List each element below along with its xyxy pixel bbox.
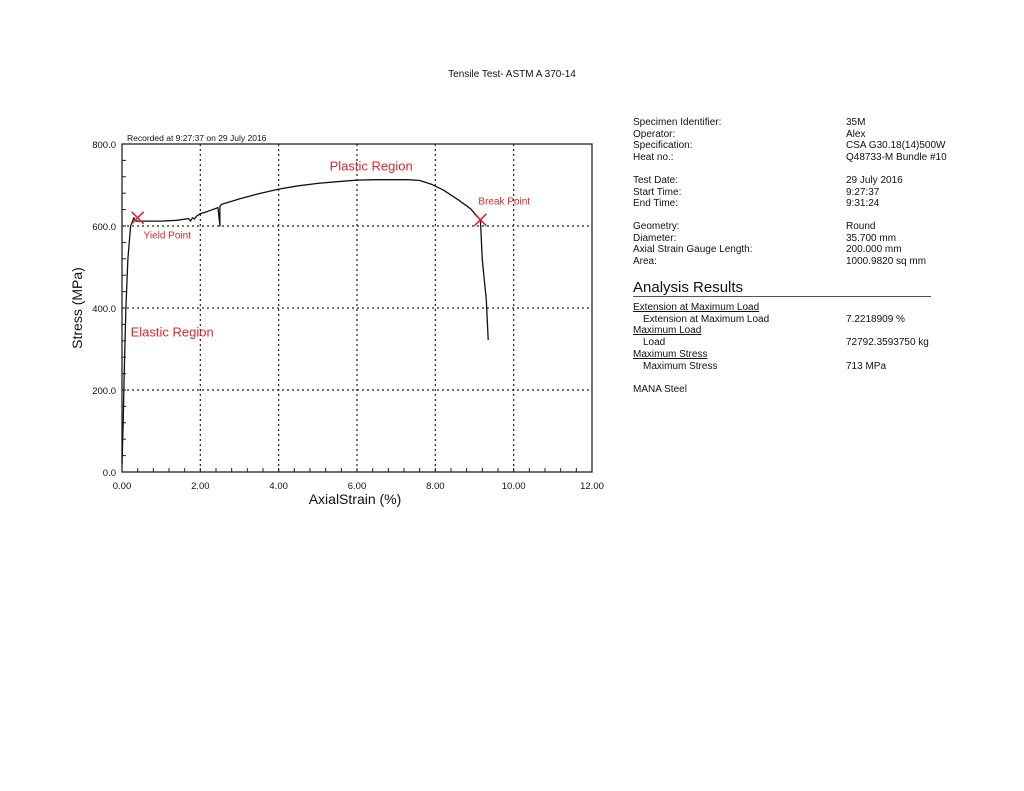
x-mark-stroke xyxy=(131,211,145,225)
specimen-info-row: Diameter: 35.700 mm xyxy=(633,233,973,245)
y-tick-label: 400.0 xyxy=(92,304,116,315)
specimen-info-row: Start Time: 9:27:37 xyxy=(633,187,973,199)
specimen-info-row: Heat no.: Q48733-M Bundle #10 xyxy=(633,152,973,164)
info-label: End Time: xyxy=(633,198,679,210)
info-label: Operator: xyxy=(633,128,676,140)
specimen-info-row: Specification: CSA G30.18(14)500W xyxy=(633,140,973,152)
info-label: Geometry: xyxy=(633,220,680,232)
annotation-elastic-region: Elastic Region xyxy=(131,325,214,340)
annotation-break-point: Break Point xyxy=(478,197,530,208)
analysis-label: Load xyxy=(643,337,666,349)
info-label: Area: xyxy=(633,256,657,268)
y-tick-label: 200.0 xyxy=(92,386,116,397)
info-value: Round xyxy=(846,220,876,232)
chart-gridlines xyxy=(122,144,592,472)
x-axis-tick-labels: 0.00 2.00 4.00 6.00 8.00 10.00 12.00 xyxy=(113,481,604,492)
specimen-info-panel: Specimen Identifier: 35M Operator: Alex Spec… xyxy=(633,117,973,279)
analysis-section-heading: Extension at Maximum Load xyxy=(633,302,760,313)
plot-frame xyxy=(121,143,593,473)
analysis-value: 713 MPa xyxy=(846,360,887,372)
info-value: 9:31:24 xyxy=(846,198,880,210)
info-label: Heat no.: xyxy=(633,152,674,164)
analysis-result-row: Maximum Stress 713 MPa xyxy=(633,361,973,373)
analysis-section-heading: Maximum Stress xyxy=(633,348,708,360)
break-point-marker-icon xyxy=(473,213,487,227)
specimen-info-row: Operator: Alex xyxy=(633,129,973,141)
x-tick-label: 12.00 xyxy=(580,481,604,492)
info-label: Specification: xyxy=(633,140,693,152)
x-tick-label: 0.00 xyxy=(113,481,132,492)
analysis-value: 72792.3593750 kg xyxy=(846,337,929,349)
info-value: 9:27:37 xyxy=(846,186,880,198)
specimen-info-group: Test Date: 29 July 2016 Start Time: 9:27:37… xyxy=(633,175,973,210)
analysis-result-row: Load 72792.3593750 kg xyxy=(633,337,973,349)
x-tick-label: 10.00 xyxy=(502,481,526,492)
annotation-plastic-region: Plastic Region xyxy=(330,159,413,174)
specimen-info-row: Area: 1000.9820 sq mm xyxy=(633,256,973,268)
analysis-results-heading: Analysis Results xyxy=(633,279,744,296)
x-mark-stroke xyxy=(473,213,487,227)
analysis-label: Maximum Stress xyxy=(643,360,718,372)
info-value: Alex xyxy=(846,128,866,140)
analysis-divider xyxy=(633,296,931,297)
y-tick-label: 0.0 xyxy=(103,468,116,479)
info-value: 1000.9820 sq mm xyxy=(846,256,927,268)
info-label: Test Date: xyxy=(633,174,679,186)
recorded-subtitle: Recorded at 9:27:37 on 29 July 2016 xyxy=(127,133,267,143)
chart-annotations: Plastic Region Yield Point Break Point Elas… xyxy=(131,159,531,340)
analysis-results-panel: Extension at Maximum Load Extension at Ma… xyxy=(633,302,973,372)
specimen-info-row: End Time: 9:31:24 xyxy=(633,198,973,210)
info-value: 35M xyxy=(846,117,866,128)
x-axis-label: AxialStrain (%) xyxy=(309,491,402,507)
analysis-value: 7.2218909 % xyxy=(846,313,905,325)
specimen-info-row: Axial Strain Gauge Length: 200.000 mm xyxy=(633,244,973,256)
info-value: CSA G30.18(14)500W xyxy=(846,140,946,152)
annotation-yield-point: Yield Point xyxy=(144,230,192,241)
info-label: Start Time: xyxy=(633,186,682,198)
y-tick-label: 600.0 xyxy=(92,222,116,233)
info-label: Axial Strain Gauge Length: xyxy=(633,244,753,256)
x-tick-label: 6.00 xyxy=(348,481,367,492)
yield-point-marker-icon xyxy=(131,211,145,225)
stress-strain-chart: 0.0 200.0 400.0 600.0 800.0 0.00 2.00 4.00 6.00… xyxy=(0,0,620,520)
y-axis-label: Stress (MPa) xyxy=(69,267,85,349)
x-tick-label: 4.00 xyxy=(269,481,288,492)
chart-canvas: 0.0 200.0 400.0 600.0 800.0 0.00 2.00 4.00 6.00… xyxy=(69,133,604,507)
info-label: Specimen Identifier: xyxy=(633,117,722,128)
x-tick-label: 8.00 xyxy=(426,481,445,492)
info-value: 29 July 2016 xyxy=(846,174,903,186)
x-tick-label: 2.00 xyxy=(191,481,210,492)
specimen-info-row: Geometry: Round xyxy=(633,221,973,233)
y-tick-label: 800.0 xyxy=(92,140,116,151)
analysis-section-heading: Maximum Load xyxy=(633,325,702,337)
info-value: 200.000 mm xyxy=(846,244,902,256)
stress-strain-curve xyxy=(121,179,489,464)
company-name: MANA Steel xyxy=(633,384,687,395)
info-value: Q48733-M Bundle #10 xyxy=(846,152,947,164)
analysis-label: Extension at Maximum Load xyxy=(643,313,770,325)
report-title: Tensile Test- ASTM A 370-14 xyxy=(448,69,576,80)
analysis-result-row: Extension at Maximum Load 7.2218909 % xyxy=(633,314,973,326)
info-value: 35.700 mm xyxy=(846,232,897,244)
specimen-info-row: Test Date: 29 July 2016 xyxy=(633,175,973,187)
specimen-info-row: Specimen Identifier: 35M xyxy=(633,117,973,129)
info-label: Diameter: xyxy=(633,232,677,244)
specimen-info-group: Geometry: Round Diameter: 35.700 mm Axial St… xyxy=(633,221,973,268)
specimen-info-group: Specimen Identifier: 35M Operator: Alex Spec… xyxy=(633,117,973,164)
y-axis-tick-labels: 0.0 200.0 400.0 600.0 800.0 xyxy=(92,140,116,479)
